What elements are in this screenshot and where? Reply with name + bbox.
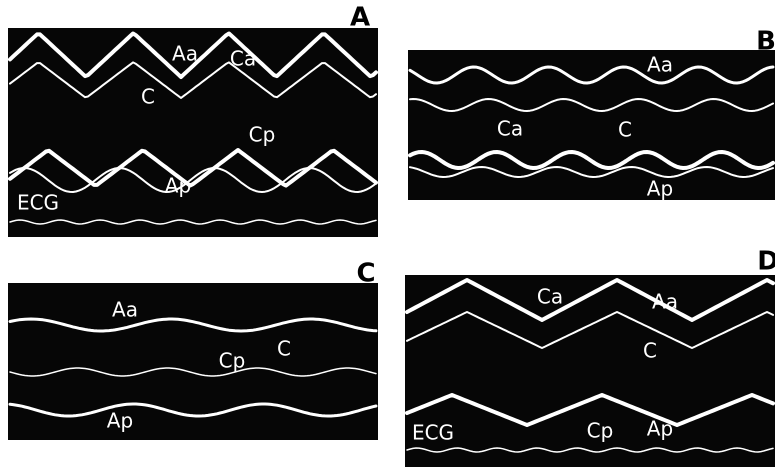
label: Aa xyxy=(647,53,673,77)
label: C xyxy=(277,337,291,361)
label: C xyxy=(643,339,657,363)
label: Cp xyxy=(219,349,246,373)
label: Cp xyxy=(587,419,614,443)
label: Aa xyxy=(112,298,138,322)
label: ECG xyxy=(412,421,454,445)
label: Ca xyxy=(537,285,563,309)
label: ECG xyxy=(17,191,59,215)
panel-letter: B xyxy=(756,27,775,57)
panel-letter: C xyxy=(356,259,375,289)
label: Ap xyxy=(647,417,673,441)
figure: A B C D Aa Ca C Cp Ap ECG Aa Ca C Ap Aa … xyxy=(0,0,775,467)
label: C xyxy=(618,118,632,142)
label: Ap xyxy=(165,174,191,198)
label: Ap xyxy=(647,177,673,201)
label: Cp xyxy=(249,123,276,147)
label: Ca xyxy=(230,47,256,71)
label: Ca xyxy=(497,117,523,141)
label: Aa xyxy=(172,42,198,66)
label: Aa xyxy=(652,290,678,314)
label: Ap xyxy=(107,409,133,433)
panel-letter: D xyxy=(757,247,775,277)
panel-letter: A xyxy=(350,3,370,33)
label: C xyxy=(141,85,155,109)
